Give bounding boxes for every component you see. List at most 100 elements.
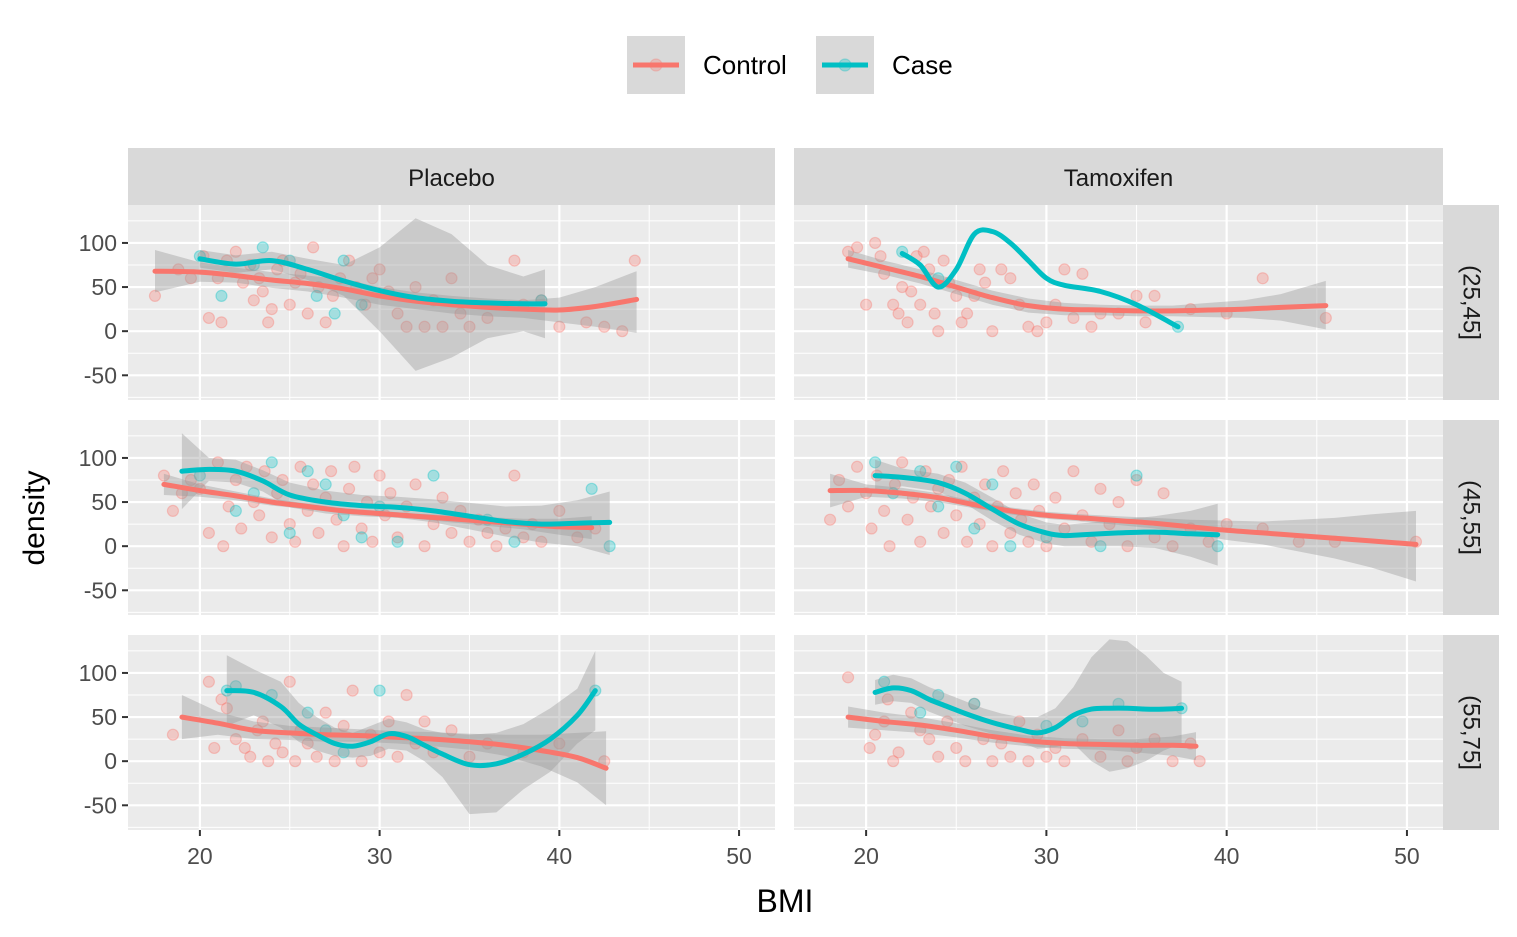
control-smooth-line xyxy=(827,487,1419,547)
control-point xyxy=(860,298,873,311)
case-point xyxy=(355,298,368,311)
control-point xyxy=(373,263,386,276)
control-point xyxy=(995,263,1008,276)
control-point xyxy=(553,504,566,517)
control-point xyxy=(217,540,230,553)
control-point xyxy=(346,684,359,697)
control-point xyxy=(391,307,404,320)
control-point xyxy=(337,719,350,732)
control-point xyxy=(208,741,221,755)
control-point xyxy=(1067,465,1080,478)
control-point xyxy=(917,245,930,258)
control-point xyxy=(283,518,296,531)
control-point xyxy=(571,531,584,544)
y-tick-label: 50 xyxy=(91,489,117,515)
control-point xyxy=(400,320,413,333)
control-point xyxy=(937,254,950,267)
panel-background xyxy=(794,635,1443,830)
facet-panels: Placebo Tamoxifen (25,45] (45,55] (55,75] xyxy=(128,148,1499,830)
panel-background xyxy=(128,635,775,830)
case-point xyxy=(265,456,278,469)
control-point xyxy=(508,254,521,267)
case-point xyxy=(950,460,963,473)
y-tick-label: 50 xyxy=(91,274,117,300)
control-point xyxy=(950,289,963,302)
control-point xyxy=(184,473,198,487)
legend-point-case xyxy=(838,58,852,72)
control-point xyxy=(1022,755,1035,768)
case-smooth-line xyxy=(197,256,548,307)
control-point xyxy=(202,675,215,688)
control-point xyxy=(1121,540,1134,553)
x-tick-label: 40 xyxy=(1214,843,1240,869)
facet-row-strip xyxy=(1443,420,1499,615)
panel-placebo-2 xyxy=(128,635,775,830)
control-point xyxy=(1193,755,1206,768)
control-point xyxy=(978,276,992,289)
facet-row-label: (45,55] xyxy=(1458,480,1485,555)
control-point xyxy=(276,473,289,487)
control-point xyxy=(409,478,422,491)
facet-row-strip xyxy=(1443,205,1499,400)
control-point xyxy=(1040,540,1053,553)
facet-strip-placebo xyxy=(128,148,775,205)
control-point xyxy=(289,755,302,768)
x-tick-label: 20 xyxy=(187,843,213,869)
panel-tamoxifen-0 xyxy=(794,205,1443,400)
control-point xyxy=(445,724,458,737)
control-point xyxy=(937,526,950,540)
facet-strip-label: Tamoxifen xyxy=(1064,165,1173,192)
case-point xyxy=(391,535,404,548)
control-point xyxy=(1031,325,1044,338)
control-point xyxy=(878,504,891,517)
case-point xyxy=(508,535,521,548)
control-point xyxy=(923,733,936,746)
case-point xyxy=(1076,715,1089,728)
control-point xyxy=(1027,478,1040,491)
legend-point-control xyxy=(649,58,663,72)
control-point xyxy=(262,316,275,329)
control-point xyxy=(517,531,530,544)
control-point xyxy=(1094,750,1107,763)
control-point xyxy=(598,320,611,333)
case-point xyxy=(1211,540,1224,553)
panel-plot-area xyxy=(157,433,616,555)
x-tick-label: 50 xyxy=(1394,843,1420,869)
control-point xyxy=(1112,724,1125,737)
control-point xyxy=(914,535,927,548)
control-point xyxy=(481,311,494,325)
control-smooth-line xyxy=(179,714,609,771)
control-point xyxy=(342,254,356,267)
control-point xyxy=(265,531,278,544)
control-point xyxy=(896,456,909,469)
case-smooth-line xyxy=(179,466,613,527)
panel-background xyxy=(794,205,1443,400)
control-point xyxy=(869,236,882,250)
control-point xyxy=(869,728,882,741)
control-point xyxy=(905,285,918,298)
panel-plot-area xyxy=(148,218,641,371)
control-point xyxy=(384,487,397,500)
case-point xyxy=(256,241,269,254)
control-point xyxy=(1004,750,1017,763)
control-point xyxy=(238,741,251,755)
case-point xyxy=(968,522,981,535)
control-point xyxy=(312,526,325,540)
control-point xyxy=(892,746,905,759)
control-point xyxy=(355,755,368,768)
y-tick-label: 0 xyxy=(104,748,117,774)
control-point xyxy=(960,535,974,548)
case-point xyxy=(914,465,927,478)
control-point xyxy=(865,522,878,535)
legend-label-case: Case xyxy=(892,50,953,80)
control-point xyxy=(310,750,323,763)
control-point xyxy=(307,478,320,491)
x-tick-label: 30 xyxy=(367,843,393,869)
control-point xyxy=(553,737,566,750)
control-point xyxy=(986,540,999,553)
control-point xyxy=(628,254,641,267)
control-point xyxy=(391,531,404,544)
control-point xyxy=(959,755,972,768)
control-point xyxy=(490,540,503,553)
